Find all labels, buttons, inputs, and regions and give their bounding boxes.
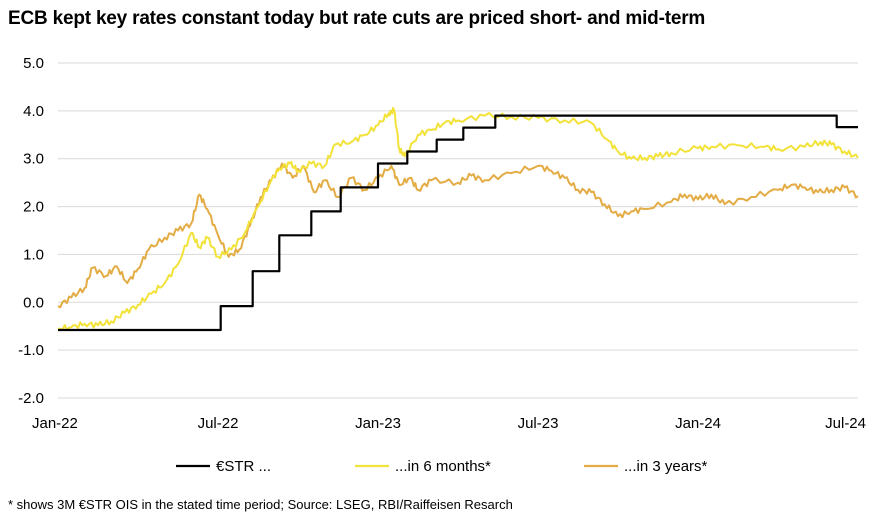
y-tick-label: -1.0 bbox=[18, 342, 44, 359]
legend-label: ...in 6 months* bbox=[395, 458, 491, 475]
x-tick-label: Jul-23 bbox=[518, 415, 559, 432]
x-tick-label: Jan-22 bbox=[32, 415, 78, 432]
footnote: * shows 3M €STR OIS in the stated time p… bbox=[8, 497, 513, 512]
gridlines bbox=[58, 62, 858, 399]
legend-label: ...in 3 years* bbox=[624, 458, 708, 475]
x-tick-label: Jul-24 bbox=[825, 415, 866, 432]
series-lines bbox=[57, 106, 859, 332]
x-tick-label: Jan-23 bbox=[355, 415, 401, 432]
x-tick-label: Jan-24 bbox=[675, 415, 721, 432]
y-axis-ticks: 5.0 4.0 3.0 2.0 1.0 0.0 -1.0 -2.0 bbox=[18, 55, 44, 407]
y-tick-label: 2.0 bbox=[23, 199, 44, 216]
x-tick-label: Jul-22 bbox=[198, 415, 239, 432]
legend-label: €STR ... bbox=[216, 458, 271, 475]
y-tick-label: 5.0 bbox=[23, 55, 44, 72]
series-line bbox=[58, 114, 858, 332]
y-tick-label: 1.0 bbox=[23, 246, 44, 263]
legend: €STR ... ...in 6 months* ...in 3 years* bbox=[176, 458, 708, 475]
y-tick-label: 4.0 bbox=[23, 103, 44, 120]
chart-title: ECB kept key rates constant today but ra… bbox=[8, 8, 706, 29]
x-axis-ticks: Jan-22 Jul-22 Jan-23 Jul-23 Jan-24 Jul-24 bbox=[32, 415, 866, 432]
series-line bbox=[57, 162, 859, 309]
y-tick-label: 3.0 bbox=[23, 151, 44, 168]
series-line bbox=[57, 106, 859, 331]
y-tick-label: -2.0 bbox=[18, 390, 44, 407]
y-tick-label: 0.0 bbox=[23, 294, 44, 311]
